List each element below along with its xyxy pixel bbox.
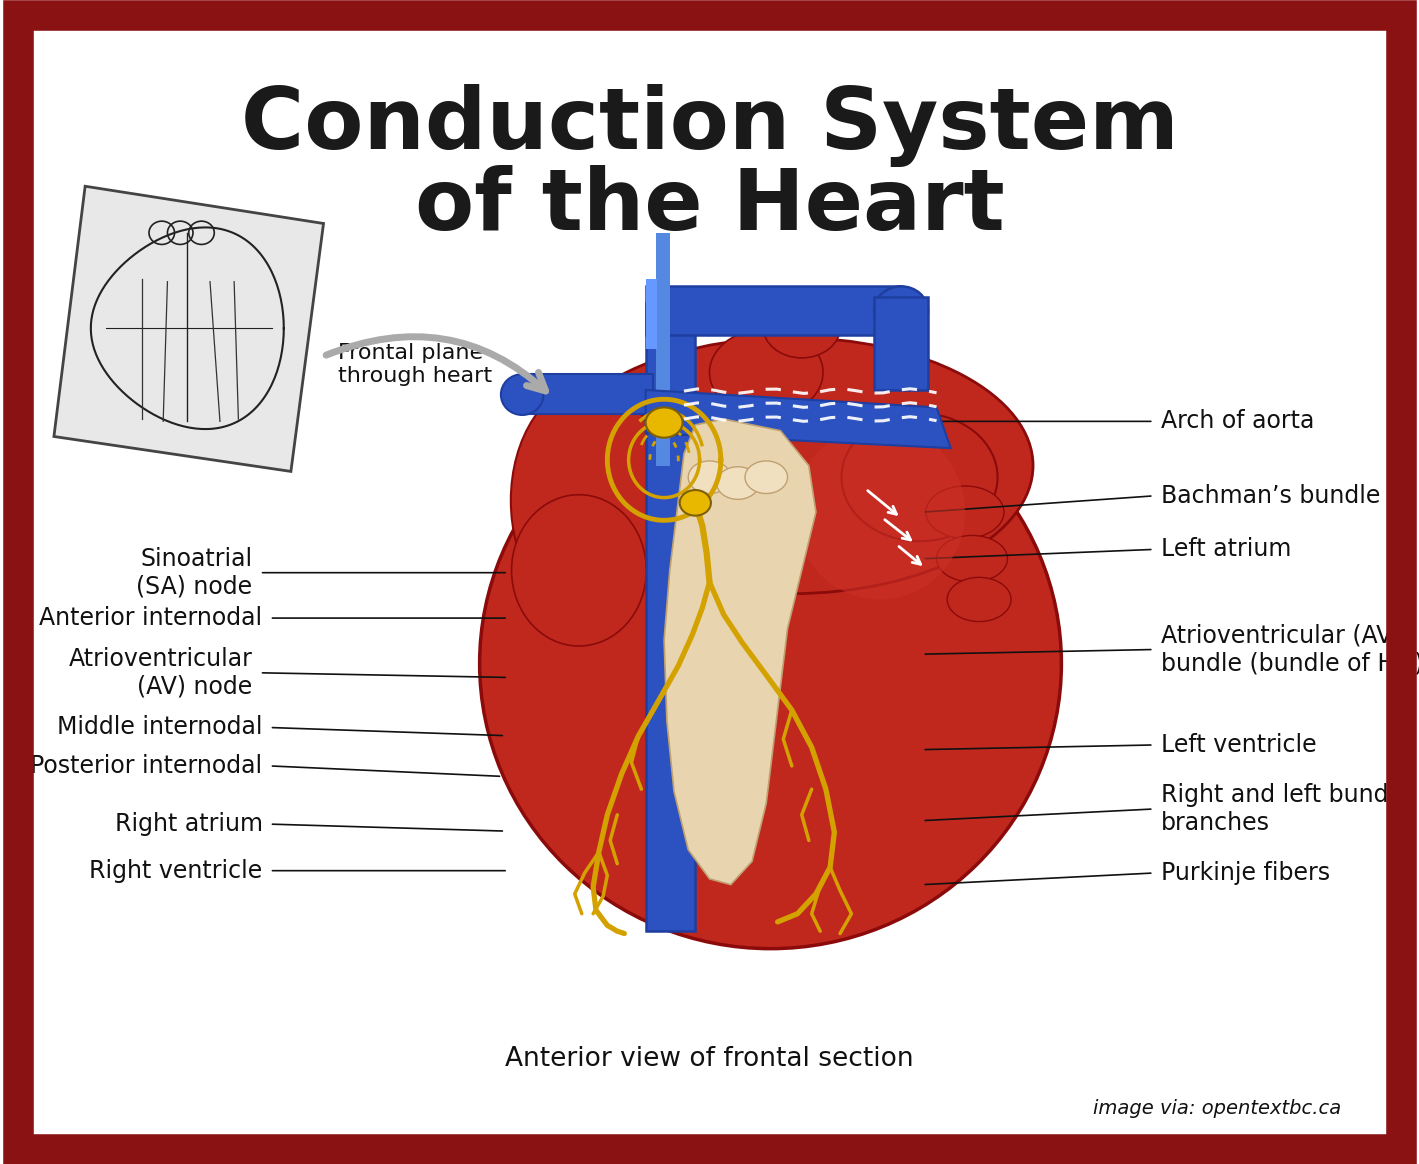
Ellipse shape — [501, 375, 543, 416]
Text: Purkinje fibers: Purkinje fibers — [1161, 861, 1330, 885]
Text: Sinoatrial
(SA) node: Sinoatrial (SA) node — [136, 547, 253, 598]
Circle shape — [646, 407, 683, 438]
Ellipse shape — [795, 425, 965, 599]
Ellipse shape — [511, 384, 667, 617]
Text: Right atrium: Right atrium — [115, 812, 263, 836]
Circle shape — [680, 490, 711, 516]
Text: Right and left bundle
branches: Right and left bundle branches — [1161, 783, 1409, 835]
Text: Arch of aorta: Arch of aorta — [1161, 410, 1314, 433]
Ellipse shape — [480, 378, 1061, 949]
Text: Left atrium: Left atrium — [1161, 538, 1291, 561]
Bar — [646, 286, 901, 335]
Ellipse shape — [551, 338, 1033, 594]
Text: Right ventricle: Right ventricle — [89, 859, 263, 882]
Ellipse shape — [948, 577, 1010, 622]
Ellipse shape — [927, 487, 1005, 538]
Ellipse shape — [511, 495, 647, 646]
Text: Bachman’s bundle: Bachman’s bundle — [1161, 484, 1381, 508]
Text: Atrioventricular
(AV) node: Atrioventricular (AV) node — [68, 647, 253, 698]
Bar — [525, 374, 653, 414]
Text: Anterior internodal: Anterior internodal — [40, 606, 263, 630]
Text: Anterior view of frontal section: Anterior view of frontal section — [505, 1046, 914, 1072]
Text: image via: opentextbc.ca: image via: opentextbc.ca — [1093, 1099, 1341, 1117]
Ellipse shape — [717, 467, 759, 499]
Ellipse shape — [710, 328, 823, 416]
Text: Posterior internodal: Posterior internodal — [30, 754, 263, 778]
Text: Conduction System: Conduction System — [241, 84, 1178, 168]
Polygon shape — [664, 419, 816, 885]
Polygon shape — [54, 186, 324, 471]
Ellipse shape — [688, 461, 731, 494]
Text: of the Heart: of the Heart — [414, 164, 1005, 248]
Ellipse shape — [745, 461, 788, 494]
Polygon shape — [646, 390, 951, 448]
Ellipse shape — [763, 293, 840, 359]
Ellipse shape — [874, 286, 928, 335]
Text: Frontal plane
through heart: Frontal plane through heart — [338, 342, 492, 386]
Ellipse shape — [937, 535, 1007, 582]
Text: Middle internodal: Middle internodal — [57, 716, 263, 739]
Ellipse shape — [841, 413, 998, 541]
Text: Atrioventricular (AV)
bundle (bundle of His): Atrioventricular (AV) bundle (bundle of … — [1161, 624, 1419, 675]
Bar — [646, 303, 695, 931]
Bar — [656, 233, 670, 466]
Bar — [874, 297, 928, 390]
Text: Left ventricle: Left ventricle — [1161, 733, 1317, 757]
Bar — [646, 279, 657, 349]
